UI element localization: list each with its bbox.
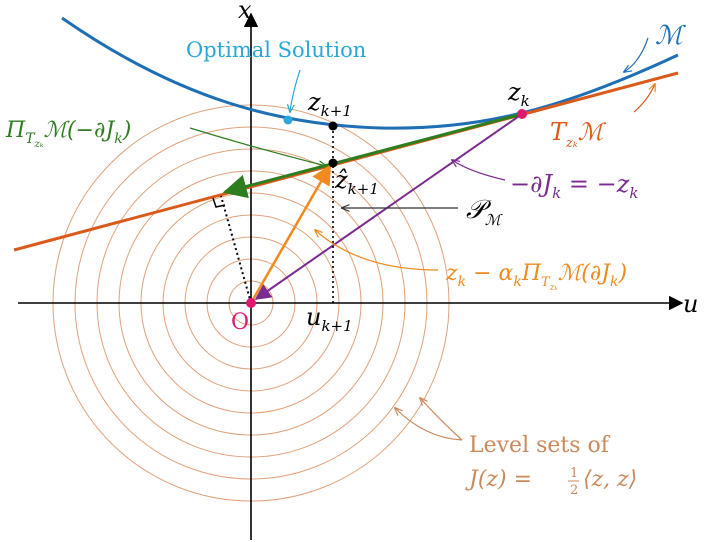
manifold-pointer (624, 37, 649, 72)
level-sets-pointer-2 (420, 398, 463, 441)
update-label: zk − αkΠTzₖℳ(∂Jk) (445, 261, 627, 293)
projected-gradient-arrow (222, 112, 523, 199)
optimal-solution-point (283, 115, 293, 125)
zk1-point (328, 121, 338, 131)
perpendicular-dotted (220, 195, 252, 304)
tangent-pointer (633, 84, 655, 113)
zk1-label: zk+1 (307, 88, 352, 120)
tangent-label: Tzₖℳ (550, 118, 607, 151)
projection-label: ΠTzₖℳ(−∂Jk) (5, 118, 131, 150)
level-sets-fraction-den: 2 (570, 483, 578, 498)
optimal-solution-label: Optimal Solution (186, 38, 366, 62)
zhat-point (328, 158, 338, 168)
level-sets-label-inner: ⟨z, z⟩ (583, 467, 637, 492)
right-angle-mark (212, 197, 226, 208)
origin-point (246, 298, 256, 308)
retraction-label: 𝒫ℳ (466, 195, 503, 229)
zhat-label: ẑk+1 (334, 166, 379, 198)
neg-gradient-arrow (254, 113, 523, 300)
optimal-solution-pointer (290, 69, 301, 112)
update-arrow (249, 164, 332, 304)
zk-label: zk (507, 78, 530, 110)
uk1-label: uk+1 (306, 303, 353, 335)
neg-gradient-label: −∂Jk = −zk (510, 170, 638, 202)
u-axis-label: u (683, 290, 698, 318)
level-sets-pointer-1 (395, 408, 463, 441)
origin-label: O (231, 310, 249, 335)
x-axis-label: x (238, 0, 252, 24)
level-sets-fraction-num: 1 (570, 466, 578, 481)
manifold-curve (61, 16, 679, 130)
update-pointer (315, 230, 439, 271)
level-sets-label-line1: Level sets of (469, 433, 611, 458)
zk-point (517, 109, 527, 119)
manifold-label: ℳ (655, 21, 686, 51)
neg-gradient-pointer (452, 160, 506, 181)
projection-label-pointer (189, 127, 326, 166)
level-sets-label-line2: J(z) = (465, 467, 532, 492)
